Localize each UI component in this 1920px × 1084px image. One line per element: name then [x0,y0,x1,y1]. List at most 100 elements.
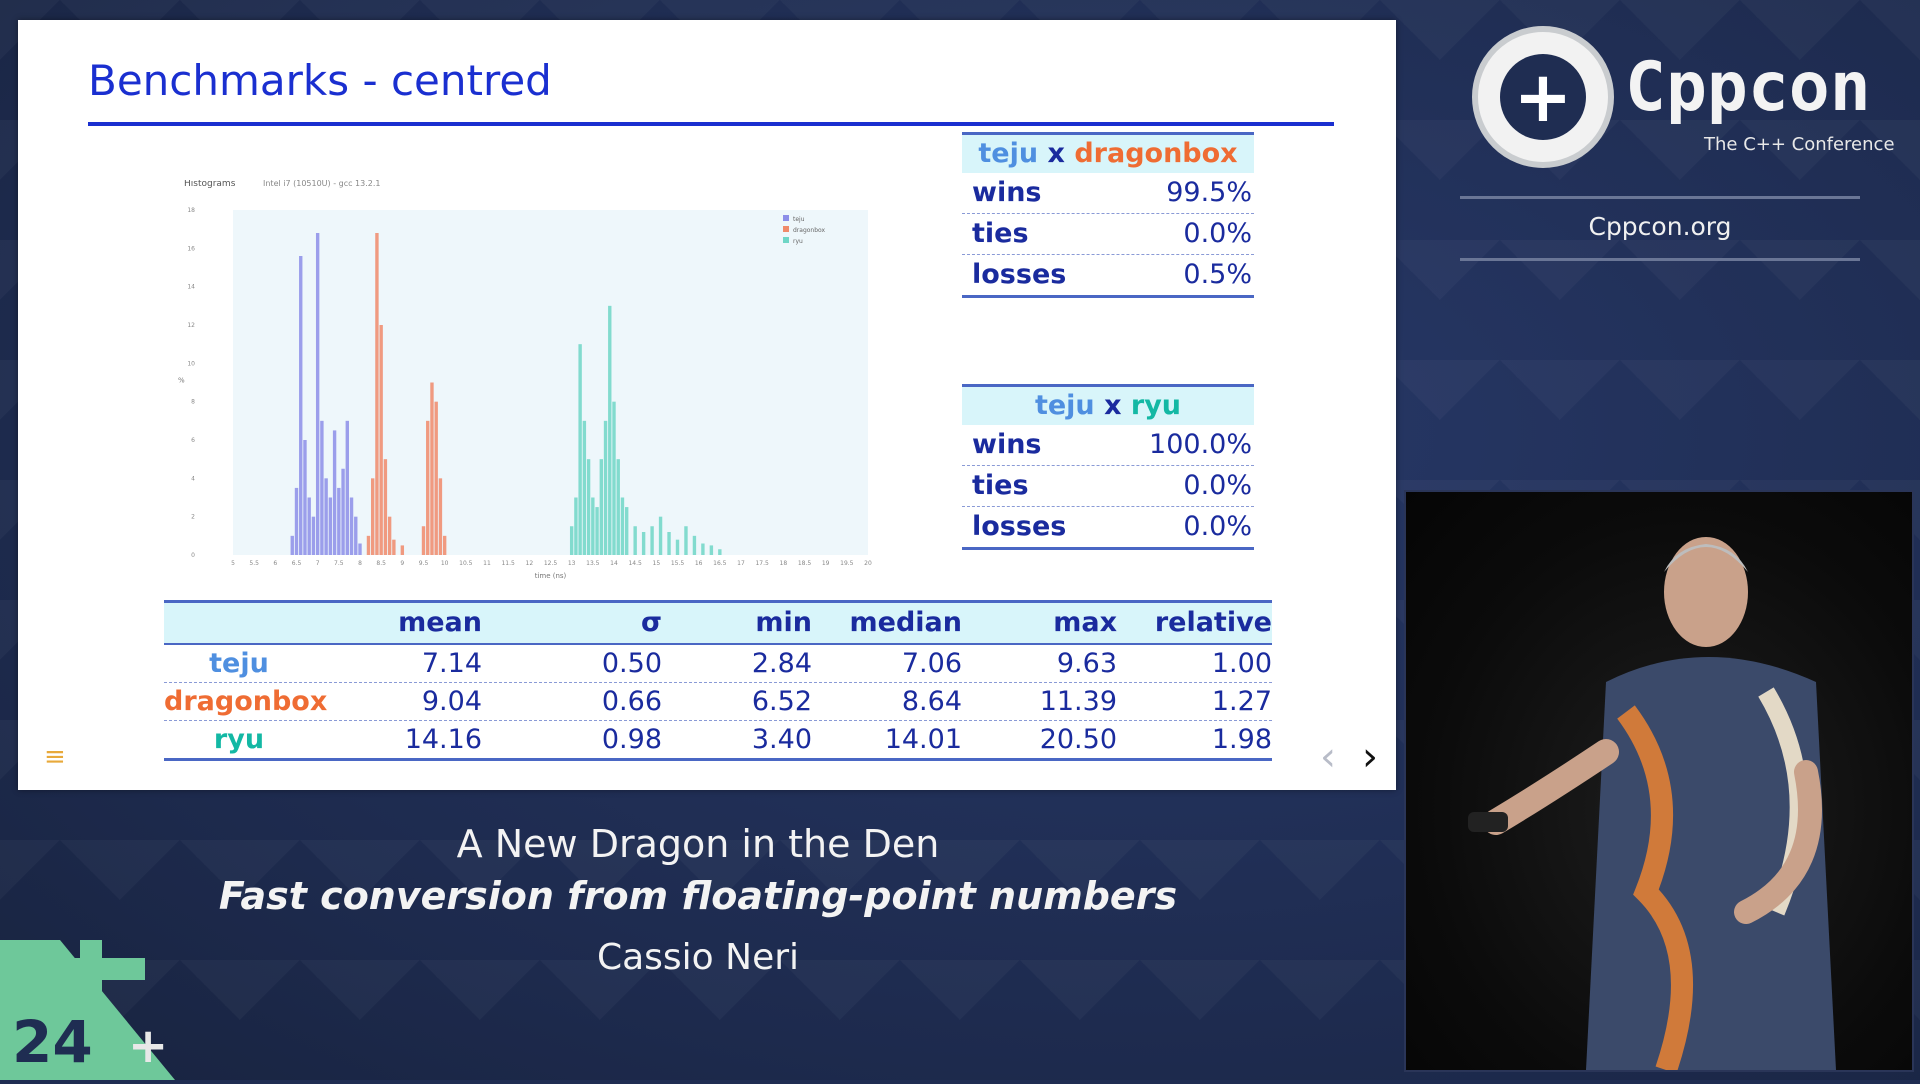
histogram-bar-dragonbox [375,233,379,555]
stats-max: 11.39 [1039,686,1117,717]
badge-year: 24 [12,1008,93,1076]
histogram-bar-ryu [612,401,616,555]
x-tick-label: 15.5 [671,560,685,567]
x-tick-label: 17.5 [755,560,769,567]
vs-row-value: 100.0% [1149,429,1252,460]
histogram-bar-ryu [667,532,671,555]
stats-header: σ [640,607,662,638]
vs-row-value: 99.5% [1166,177,1252,208]
histogram-chart: Histograms Intel i7 (10510U) - gcc 13.2.1… [178,179,958,590]
histogram-bar-teju [354,516,358,555]
histogram-bar-teju [299,256,303,555]
y-tick-label: 8 [191,399,195,406]
y-tick-label: 16 [187,245,195,252]
x-tick-label: 19.5 [840,560,854,567]
histogram-bar-dragonbox [430,382,434,555]
x-tick-label: 9 [400,560,404,567]
stats-median: 8.64 [901,686,962,717]
legend-label: ryu [793,238,803,245]
x-tick-label: 14 [610,560,618,567]
vs-row-label: ties [972,470,1029,501]
stats-max: 9.63 [1056,648,1117,679]
vs-ryu-table: teju x ryu wins 100.0% ties 0.0% losses 0.0… [962,384,1254,550]
legend-label: teju [793,216,805,223]
menu-icon[interactable]: ≡ [44,742,66,772]
histogram-bar-dragonbox [387,516,392,555]
y-tick-label: 14 [187,284,195,291]
histogram-bar-ryu [625,507,629,555]
histogram-bar-teju [315,233,320,555]
vs-row: losses 0.5% [962,255,1254,298]
y-tick-label: 18 [187,207,195,214]
stats-relative: 1.00 [1211,648,1272,679]
histogram-bar-ryu [650,526,654,555]
vs-left-label: teju [978,138,1039,169]
histogram-bar-ryu [586,459,591,555]
x-tick-label: 16 [695,560,703,567]
histogram-bar-ryu [641,532,646,555]
histogram-bar-dragonbox [371,478,375,555]
histogram-bar-ryu [603,420,608,555]
vs-left-label: teju [1034,390,1095,421]
slide-title: Benchmarks - centred [88,56,552,105]
vs-row: wins 99.5% [962,173,1254,214]
y-tick-label: 4 [191,475,195,482]
stats-header-row: mean σ min median max relative [164,600,1272,645]
vs-dragonbox-header: teju x dragonbox [962,132,1254,173]
legend-swatch-ryu [783,237,789,243]
brand-url[interactable]: Cppcon.org [1588,212,1732,241]
badge-plus: + [128,1018,168,1074]
histogram-bar-dragonbox [383,459,388,555]
histogram-svg: Histograms Intel i7 (10510U) - gcc 13.2.1… [178,179,872,580]
x-tick-label: 8.5 [376,560,386,567]
x-tick-label: 10.5 [459,560,473,567]
stats-header [164,603,314,643]
x-tick-label: 18 [780,560,788,567]
x-tick-label: 14.5 [628,560,642,567]
logo-plus-icon: + [1500,54,1586,140]
histogram-bar-teju [320,420,324,555]
histogram-bar-dragonbox [438,478,443,555]
vs-row-label: losses [972,259,1067,290]
stats-header: relative [1154,607,1272,638]
histogram-bar-ryu [633,526,637,555]
histogram-bar-teju [324,478,328,555]
talk-subtitle: Fast conversion from floating-point numb… [218,874,1178,918]
histogram-bar-teju [332,430,337,555]
y-tick-label: 12 [187,322,195,329]
stats-header: max [1053,607,1117,638]
x-tick-label: 10 [441,560,449,567]
vs-right-label: ryu [1130,390,1182,421]
histogram-bar-teju [328,497,333,555]
x-tick-label: 19 [822,560,830,567]
stats-min: 2.84 [751,648,812,679]
vs-row-value: 0.0% [1183,218,1252,249]
stats-mean: 7.14 [421,648,482,679]
next-slide-button[interactable]: › [1362,734,1378,780]
histogram-bar-teju [358,543,362,555]
histogram-bar-ryu [574,497,578,555]
vs-row: ties 0.0% [962,214,1254,255]
x-tick-label: 11 [483,560,491,567]
x-tick-label: 9.5 [419,560,429,567]
x-tick-label: 8 [358,560,362,567]
histogram-bar-ryu [658,516,663,555]
brand-divider [1460,258,1860,261]
vs-row-label: losses [972,511,1067,542]
histogram-bar-dragonbox [421,526,426,555]
x-tick-label: 12.5 [544,560,558,567]
histogram-bar-dragonbox [400,545,405,555]
histogram-bar-ryu [620,497,625,555]
prev-slide-button[interactable]: ‹ [1320,734,1336,780]
x-tick-label: 20 [864,560,872,567]
x-tick-label: 6 [273,560,277,567]
y-tick-label: 0 [191,552,195,559]
speaker-figure [1468,537,1836,1070]
x-tick-label: 11.5 [501,560,515,567]
histogram-bar-teju [303,440,307,555]
stats-sigma: 0.66 [601,686,662,717]
stats-min: 3.40 [751,724,812,755]
vs-row-label: wins [972,429,1042,460]
stats-row-name: ryu [213,724,265,755]
histogram-bar-ryu [591,497,595,555]
